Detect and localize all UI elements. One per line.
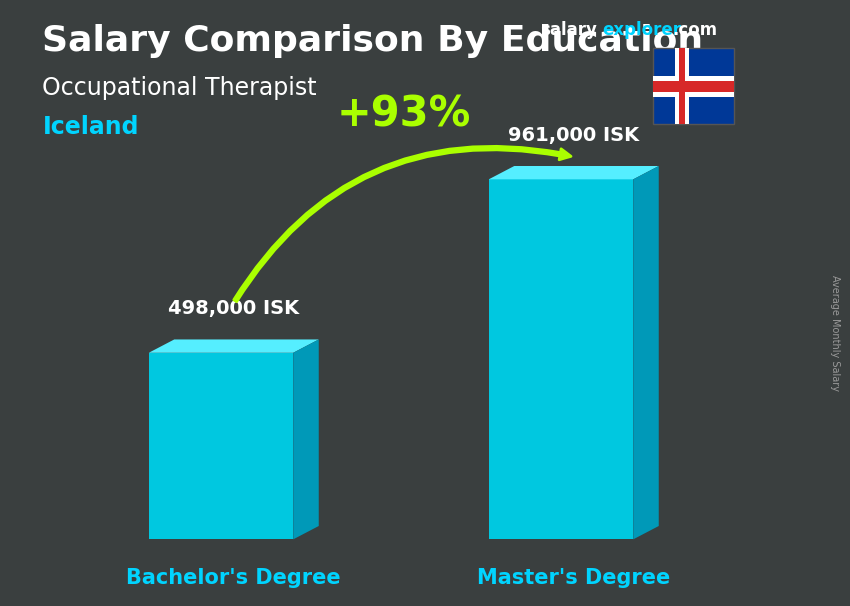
- Polygon shape: [489, 166, 659, 179]
- FancyArrowPatch shape: [234, 146, 571, 302]
- Text: Iceland: Iceland: [42, 115, 139, 139]
- Polygon shape: [653, 81, 734, 92]
- Text: explorer: explorer: [602, 21, 681, 39]
- Polygon shape: [149, 339, 319, 353]
- Text: salary: salary: [540, 21, 597, 39]
- Polygon shape: [293, 339, 319, 539]
- Text: Master's Degree: Master's Degree: [477, 568, 671, 588]
- Text: 961,000 ISK: 961,000 ISK: [508, 126, 639, 145]
- Polygon shape: [489, 179, 633, 539]
- Polygon shape: [653, 48, 734, 124]
- Text: Occupational Therapist: Occupational Therapist: [42, 76, 317, 100]
- Polygon shape: [678, 48, 685, 124]
- Text: Salary Comparison By Education: Salary Comparison By Education: [42, 24, 704, 58]
- Text: .com: .com: [672, 21, 717, 39]
- Polygon shape: [653, 76, 734, 97]
- Polygon shape: [149, 353, 293, 539]
- Text: +93%: +93%: [337, 93, 471, 136]
- Polygon shape: [675, 48, 689, 124]
- Text: 498,000 ISK: 498,000 ISK: [168, 299, 299, 318]
- Text: Bachelor's Degree: Bachelor's Degree: [127, 568, 341, 588]
- Text: Average Monthly Salary: Average Monthly Salary: [830, 275, 840, 391]
- Polygon shape: [633, 166, 659, 539]
